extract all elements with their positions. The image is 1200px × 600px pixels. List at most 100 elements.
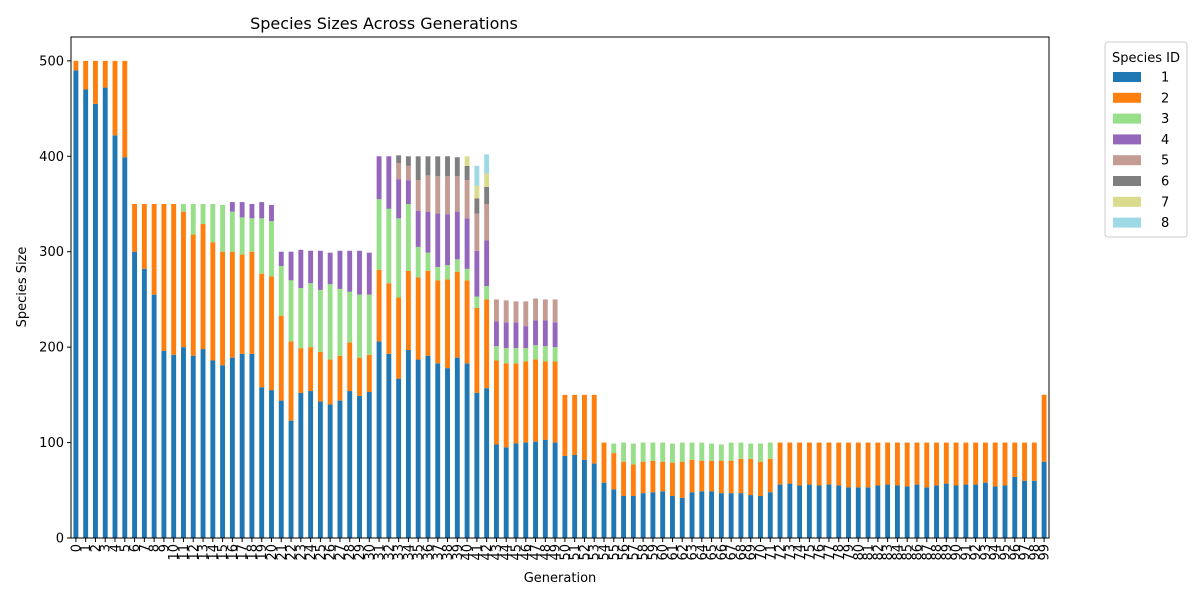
x-tick-label-7: 7 bbox=[138, 544, 153, 552]
bar-gen-33-species-2 bbox=[396, 297, 402, 379]
x-tick-label-83: 83 bbox=[881, 544, 896, 561]
bar-gen-68-species-2 bbox=[738, 458, 744, 494]
x-axis-title: Generation bbox=[524, 571, 597, 586]
x-tick-label-40: 40 bbox=[461, 544, 476, 561]
bar-gen-16-species-2 bbox=[229, 251, 235, 358]
x-tick-label-10: 10 bbox=[167, 544, 182, 561]
x-tick-label-90: 90 bbox=[950, 544, 965, 561]
bar-gen-18-species-1 bbox=[249, 353, 255, 538]
bar-gen-38-species-2 bbox=[445, 279, 450, 369]
bar-gen-0-species-2 bbox=[73, 60, 79, 71]
bar-gen-16-species-3 bbox=[229, 211, 235, 252]
bar-gen-19-species-4 bbox=[259, 202, 265, 219]
bar-gen-3-species-1 bbox=[102, 87, 108, 538]
bar-gen-39-species-1 bbox=[454, 357, 460, 538]
bar-gen-63-species-3 bbox=[689, 442, 695, 460]
x-tick-label-95: 95 bbox=[998, 544, 1013, 561]
x-tick-label-58: 58 bbox=[637, 544, 652, 561]
bar-gen-45-species-3 bbox=[513, 348, 519, 364]
bar-gen-56-species-3 bbox=[621, 442, 627, 462]
bar-gen-57-species-3 bbox=[630, 443, 636, 465]
x-tick-label-0: 0 bbox=[69, 544, 84, 552]
bar-gen-97-species-2 bbox=[1022, 442, 1027, 481]
bar-gen-86-species-1 bbox=[914, 484, 920, 538]
x-tick-label-3: 3 bbox=[99, 544, 114, 552]
bar-gen-43-species-5 bbox=[493, 299, 499, 322]
x-tick-label-2: 2 bbox=[89, 544, 104, 552]
x-tick-label-34: 34 bbox=[402, 544, 417, 561]
bar-gen-13-species-1 bbox=[200, 349, 206, 538]
bar-gen-3-species-2 bbox=[102, 60, 108, 88]
legend-label-6: 6 bbox=[1161, 175, 1169, 190]
bar-gen-66-species-3 bbox=[718, 444, 724, 461]
bar-gen-14-species-3 bbox=[210, 204, 216, 243]
bar-gen-77-species-1 bbox=[826, 484, 832, 538]
bar-gen-35-species-5 bbox=[415, 180, 421, 211]
x-tick-label-54: 54 bbox=[598, 544, 613, 561]
x-tick-label-8: 8 bbox=[148, 544, 163, 552]
x-tick-label-26: 26 bbox=[324, 544, 339, 561]
x-tick-label-79: 79 bbox=[842, 544, 857, 561]
legend-title: Species ID bbox=[1112, 51, 1180, 66]
bar-gen-8-species-1 bbox=[151, 294, 157, 538]
x-tick-label-78: 78 bbox=[832, 544, 847, 561]
bar-gen-71-species-2 bbox=[767, 458, 773, 493]
bar-gen-32-species-2 bbox=[386, 283, 392, 354]
bar-gen-8-species-2 bbox=[151, 204, 157, 295]
x-tick-label-12: 12 bbox=[187, 544, 202, 561]
x-tick-label-42: 42 bbox=[480, 544, 495, 561]
bar-gen-41-species-3 bbox=[474, 296, 480, 309]
x-tick-label-17: 17 bbox=[236, 544, 251, 561]
bar-gen-4-species-1 bbox=[112, 135, 118, 539]
bar-gen-4-species-2 bbox=[112, 60, 118, 136]
bar-gen-32-species-3 bbox=[386, 208, 392, 284]
bar-gen-47-species-4 bbox=[533, 320, 538, 346]
bar-gen-90-species-2 bbox=[953, 442, 959, 486]
x-tick-label-86: 86 bbox=[910, 544, 925, 561]
bar-gen-59-species-2 bbox=[650, 460, 656, 493]
bar-gen-46-species-5 bbox=[523, 301, 529, 327]
bar-gen-37-species-3 bbox=[435, 266, 441, 281]
bar-gen-87-species-1 bbox=[924, 487, 930, 538]
bar-gen-26-species-1 bbox=[327, 404, 333, 538]
bar-gen-35-species-3 bbox=[415, 246, 421, 278]
bar-gen-48-species-5 bbox=[542, 299, 548, 321]
bar-gen-45-species-5 bbox=[513, 301, 519, 323]
bar-gen-68-species-1 bbox=[738, 493, 744, 538]
bar-gen-57-species-2 bbox=[630, 464, 636, 497]
bar-gen-31-species-1 bbox=[376, 341, 382, 538]
bar-gen-60-species-3 bbox=[660, 442, 666, 462]
bar-gen-42-species-2 bbox=[484, 299, 490, 389]
bar-gen-20-species-1 bbox=[269, 390, 274, 538]
bar-gen-11-species-1 bbox=[181, 347, 186, 538]
y-axis-title: Species Size bbox=[15, 247, 30, 328]
bar-gen-44-species-4 bbox=[503, 322, 509, 349]
bar-gen-36-species-2 bbox=[425, 270, 431, 356]
bar-gen-64-species-2 bbox=[699, 460, 705, 492]
bar-gen-82-species-2 bbox=[875, 442, 881, 486]
bar-gen-35-species-1 bbox=[415, 359, 421, 538]
legend-swatch-2 bbox=[1113, 92, 1141, 103]
bar-gen-72-species-1 bbox=[777, 484, 783, 538]
bar-gen-88-species-1 bbox=[934, 485, 939, 538]
x-tick-label-48: 48 bbox=[539, 544, 554, 561]
bar-gen-63-species-1 bbox=[689, 492, 695, 538]
x-tick-label-97: 97 bbox=[1018, 544, 1033, 561]
x-tick-label-6: 6 bbox=[128, 544, 143, 552]
bar-gen-12-species-3 bbox=[190, 204, 196, 235]
bar-gen-67-species-2 bbox=[728, 460, 734, 494]
x-tick-label-76: 76 bbox=[813, 544, 828, 561]
bar-gen-25-species-3 bbox=[317, 289, 323, 352]
bar-gen-12-species-1 bbox=[190, 355, 196, 538]
legend-label-8: 8 bbox=[1161, 216, 1169, 231]
bar-gen-94-species-2 bbox=[992, 442, 998, 487]
bar-gen-73-species-2 bbox=[787, 442, 793, 484]
bar-gen-86-species-2 bbox=[914, 442, 920, 485]
bar-gen-85-species-1 bbox=[904, 486, 910, 538]
legend-swatch-8 bbox=[1113, 217, 1141, 228]
bar-gen-31-species-4 bbox=[376, 156, 382, 200]
bar-gen-58-species-2 bbox=[640, 461, 646, 494]
bar-gen-43-species-1 bbox=[493, 444, 499, 538]
bar-gen-18-species-3 bbox=[249, 218, 255, 252]
